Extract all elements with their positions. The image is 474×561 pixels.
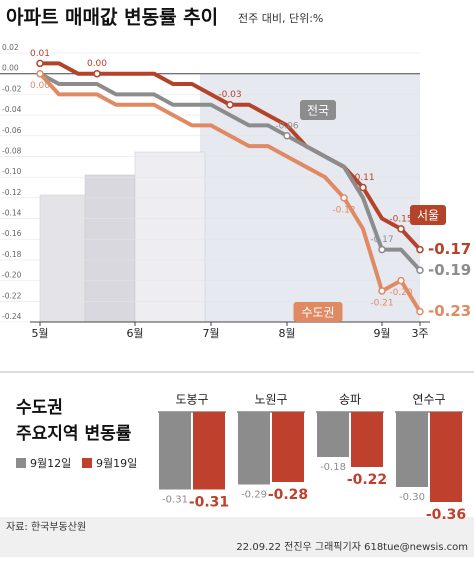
value-label: -0.29: [241, 490, 267, 501]
point: [340, 194, 348, 202]
value-label: -0.21: [370, 298, 393, 308]
point: [378, 287, 386, 295]
legend-label: 9월19일: [96, 456, 137, 470]
value-label: -0.12: [332, 205, 355, 215]
series-tag: [410, 205, 446, 225]
point: [36, 69, 44, 78]
value-label: -0.30: [399, 492, 425, 503]
legend-swatch: [82, 458, 92, 468]
value-label: 0.00: [87, 59, 107, 69]
bar-subtitle: 주요지역 변동률: [16, 424, 132, 444]
series-tag: [293, 302, 343, 322]
y-tick-label: -0.20: [2, 271, 22, 280]
point: [397, 276, 405, 285]
point: [416, 266, 424, 275]
y-tick-label: -0.16: [2, 229, 22, 238]
y-tick-label: -0.04: [2, 105, 22, 114]
legend-label: 서울: [417, 209, 439, 223]
series-tag: [300, 100, 336, 120]
y-tick-label: -0.10: [2, 167, 22, 176]
x-tick-label: 8월: [278, 327, 295, 340]
point: [36, 59, 44, 68]
series-line: [39, 71, 422, 272]
y-tick-label: -0.24: [2, 312, 22, 321]
value-label: -0.28: [268, 487, 308, 503]
footer-bg: [0, 517, 474, 557]
value-label: -0.18: [320, 462, 346, 473]
value-label: -0.15: [389, 214, 412, 224]
end-label: -0.17: [428, 240, 471, 258]
x-tick-label: 도봉구: [175, 393, 208, 407]
bar-title: 수도권: [16, 398, 63, 418]
y-tick-label: 0.02: [2, 43, 19, 52]
value-label: -0.31: [162, 495, 188, 506]
buildings: [39, 151, 206, 323]
bar: [238, 412, 270, 485]
value-label: -0.36: [426, 507, 466, 523]
x-tick-label: 연수구: [412, 393, 445, 407]
point: [397, 225, 405, 233]
legend-label: 전국: [307, 104, 329, 118]
series-line: [38, 72, 422, 313]
value-label: 0.01: [30, 49, 50, 59]
end-label: -0.19: [428, 261, 471, 279]
bar: [317, 412, 349, 457]
y-tick-label: -0.08: [2, 146, 22, 155]
point: [416, 245, 424, 254]
bar: [351, 412, 383, 467]
value-label: -0.06: [275, 121, 299, 131]
x-tick-label: 9월: [373, 327, 390, 340]
value-label: -0.31: [189, 495, 229, 511]
y-tick-label: -0.12: [2, 188, 22, 197]
legend-swatch: [16, 458, 26, 468]
credit: 22.09.22 전진우 그래픽기자 618tue@newsis.com: [236, 541, 468, 553]
point: [283, 132, 291, 140]
point: [93, 69, 101, 78]
source: 자료: 한국부동산원: [6, 521, 86, 533]
end-label: -0.23: [428, 302, 471, 320]
x-tick-label: 3주: [411, 327, 428, 340]
legend-label: 9월12일: [30, 456, 71, 470]
point: [378, 245, 386, 254]
value-label: -0.20: [389, 288, 413, 298]
bar: [396, 412, 428, 487]
x-tick-label: 6월: [126, 327, 143, 340]
value-label: 0.00: [30, 81, 50, 91]
point: [416, 307, 424, 316]
value-label: -0.22: [347, 472, 387, 488]
bar: [272, 412, 304, 482]
bar: [193, 412, 225, 490]
title: 아파트 매매값 변동률 추이: [6, 7, 218, 29]
x-tick-label: 노원구: [254, 393, 287, 407]
bar: [159, 412, 191, 490]
point: [359, 183, 367, 192]
bar: [430, 412, 462, 502]
x-tick-label: 7월: [202, 327, 219, 340]
point: [226, 100, 234, 109]
y-tick-label: -0.14: [2, 209, 22, 218]
y-tick-label: -0.06: [2, 126, 22, 135]
y-tick-label: -0.22: [2, 291, 22, 300]
x-tick-label: 송파: [339, 393, 361, 407]
x-tick-label: 5월: [31, 327, 48, 340]
value-label: -0.17: [370, 235, 393, 245]
y-tick-label: 0.00: [2, 64, 19, 73]
legend-label: 수도권: [301, 306, 334, 320]
y-tick-label: -0.18: [2, 250, 22, 259]
y-tick-label: -0.02: [2, 84, 22, 93]
subtitle: 전주 대비, 단위:%: [238, 12, 323, 25]
value-label: -0.11: [351, 173, 374, 183]
value-label: -0.03: [218, 90, 241, 100]
